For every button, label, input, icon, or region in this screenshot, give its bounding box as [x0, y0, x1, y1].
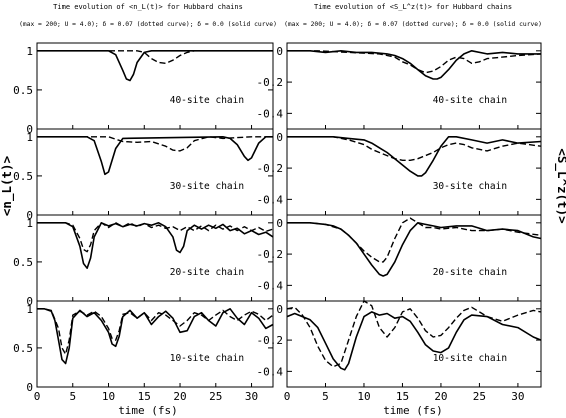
left-y-axis-label: <n_L(t)> — [0, 156, 15, 216]
y-tick-label: 1 — [26, 303, 33, 316]
y-tick-label: 1 — [26, 217, 33, 230]
series-line-solid — [37, 308, 274, 365]
y-tick-label: -0.4 — [257, 365, 284, 378]
x-tick-label: 10 — [102, 390, 115, 403]
left-x-axis-label: time (fs) — [118, 404, 178, 417]
series-line-solid — [37, 222, 274, 269]
series-line-dashed — [37, 308, 274, 355]
y-tick-label: 0.5 — [13, 170, 33, 183]
x-tick-label: 15 — [396, 390, 409, 403]
x-tick-label: 25 — [209, 390, 222, 403]
y-tick-label: 0 — [276, 45, 283, 58]
series-line-dashed — [37, 222, 274, 253]
y-tick-label: 0.5 — [13, 84, 33, 97]
y-tick-label: 0 — [26, 381, 33, 394]
series-line-dashed — [37, 50, 273, 64]
panel-label: 30-site chain — [433, 181, 507, 192]
y-tick-label: -0.4 — [257, 279, 284, 292]
x-tick-label: 20 — [173, 390, 186, 403]
left-subtitle: (max = 200; U = 4.0); δ = 0.07 (dotted c… — [19, 21, 277, 28]
x-tick-label: 0 — [284, 390, 291, 403]
y-tick-label: -0.4 — [257, 107, 284, 120]
y-tick-label: 0 — [276, 217, 283, 230]
panel-frame — [286, 300, 542, 388]
series-line-dashed — [287, 136, 542, 161]
y-tick-label: 0 — [26, 209, 33, 222]
y-tick-label: 1 — [26, 131, 33, 144]
left-title: Time evolution of <n_L(t)> for Hubbard c… — [53, 3, 243, 11]
y-tick-label: 0 — [26, 123, 33, 136]
panel-label: 40-site chain — [433, 95, 507, 106]
y-tick-label: -0.2 — [257, 248, 284, 261]
x-tick-label: 0 — [34, 390, 41, 403]
series-line-dashed — [287, 50, 542, 74]
y-tick-label: 0.5 — [13, 342, 33, 355]
y-tick-label: 1 — [26, 45, 33, 58]
series-line-solid — [287, 136, 542, 177]
panel-label: 20-site chain — [433, 267, 507, 278]
series-line-solid — [37, 50, 273, 82]
series-line-solid — [286, 311, 542, 371]
right-subtitle: (max = 200; U = 4.0); δ = 0.07 (dotted c… — [284, 21, 542, 28]
x-tick-label: 30 — [511, 390, 524, 403]
y-tick-label: -0.2 — [257, 162, 284, 175]
panel-label: 10-site chain — [170, 353, 244, 364]
left-panel-2: 0 0.5 1 20-site chain — [13, 214, 274, 308]
y-tick-label: -0.2 — [257, 76, 284, 89]
panel-label: 10-site chain — [433, 353, 507, 364]
right-panel-2: 0 -0.2 -0.4 20-site chain — [257, 214, 542, 302]
y-tick-label: 0 — [276, 303, 283, 316]
right-title: Time evolution of <S_L^z(t)> for Hubbard… — [314, 3, 512, 11]
panel-label: 40-site chain — [170, 95, 244, 106]
y-tick-label: -0.4 — [257, 193, 284, 206]
series-line-dashed — [37, 136, 273, 152]
panel-label: 20-site chain — [170, 267, 244, 278]
x-tick-label: 5 — [69, 390, 76, 403]
right-x-axis-label: time (fs) — [383, 404, 443, 417]
y-tick-label: 0 — [276, 131, 283, 144]
x-tick-label: 30 — [245, 390, 258, 403]
panel-frame — [36, 300, 274, 388]
panel-label: 30-site chain — [170, 181, 244, 192]
x-tick-label: 20 — [434, 390, 447, 403]
x-tick-label: 10 — [357, 390, 370, 403]
series-line-dashed — [286, 300, 542, 368]
x-tick-label: 5 — [322, 390, 329, 403]
chart-panels: 0 0.5 1 40-site chain 0 0.5 1 30-site chain 0 0.5… — [13, 42, 542, 403]
x-tick-label: 25 — [473, 390, 486, 403]
y-tick-label: 0.5 — [13, 256, 33, 269]
series-line-dashed — [287, 217, 542, 263]
right-panel-1: 0 -0.2 -0.4 30-site chain — [257, 128, 542, 216]
x-tick-label: 15 — [138, 390, 151, 403]
y-tick-label: -0.2 — [257, 334, 284, 347]
y-tick-label: 0 — [26, 295, 33, 308]
right-y-axis-label: <S_L^z(t)> — [554, 148, 566, 223]
series-line-solid — [37, 136, 273, 176]
